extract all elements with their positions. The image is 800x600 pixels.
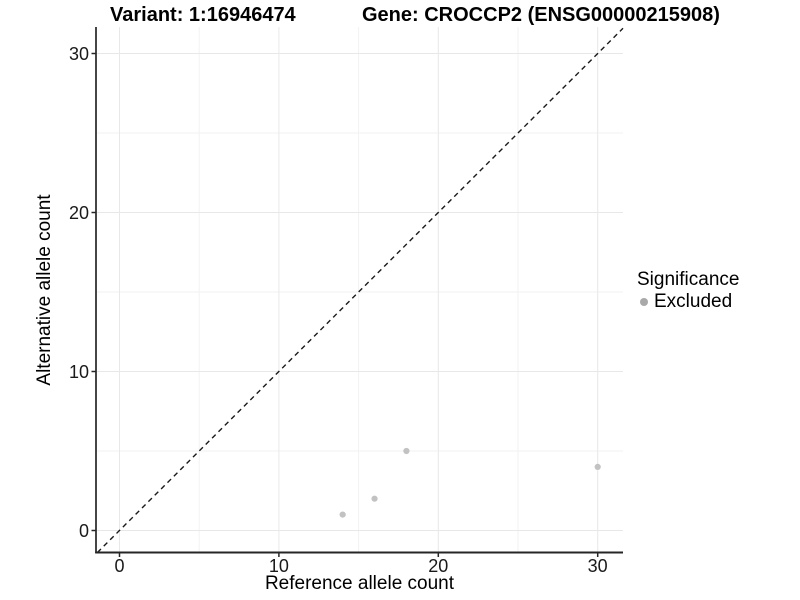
- x-tick-label: 0: [114, 556, 125, 576]
- data-points: [339, 447, 601, 518]
- x-axis-title: Reference allele count: [264, 573, 455, 594]
- y-tick-label: 10: [68, 361, 89, 382]
- legend-item: Excluded: [637, 291, 739, 312]
- axes: [91, 27, 623, 557]
- dashed-diagonal-line: [96, 27, 624, 553]
- x-tick-label: 30: [587, 556, 608, 576]
- y-tick-label: 30: [68, 43, 89, 64]
- gridlines-minor: [96, 27, 623, 553]
- data-point: [594, 463, 601, 470]
- legend-title: Significance: [637, 269, 740, 290]
- y-tick-label: 20: [68, 202, 89, 223]
- x-tick-label: 20: [428, 556, 449, 576]
- y-axis-title: Alternative allele count: [34, 194, 55, 386]
- gridlines-major: [96, 27, 623, 553]
- legend-item-label: Excluded: [654, 291, 733, 312]
- y-tick-label: 0: [78, 520, 89, 541]
- legend-point-icon: [640, 297, 648, 306]
- data-point: [403, 447, 410, 455]
- plot-title-gene: Gene: CROCCP2 (ENSG00000215908): [362, 4, 720, 26]
- data-point: [339, 511, 346, 518]
- data-point: [371, 495, 378, 502]
- identity-reference-line: [96, 27, 624, 553]
- plot-title-variant: Variant: 1:16946474: [110, 4, 296, 26]
- legend: Significance Excluded: [637, 268, 739, 312]
- x-tick-label: 10: [268, 556, 289, 576]
